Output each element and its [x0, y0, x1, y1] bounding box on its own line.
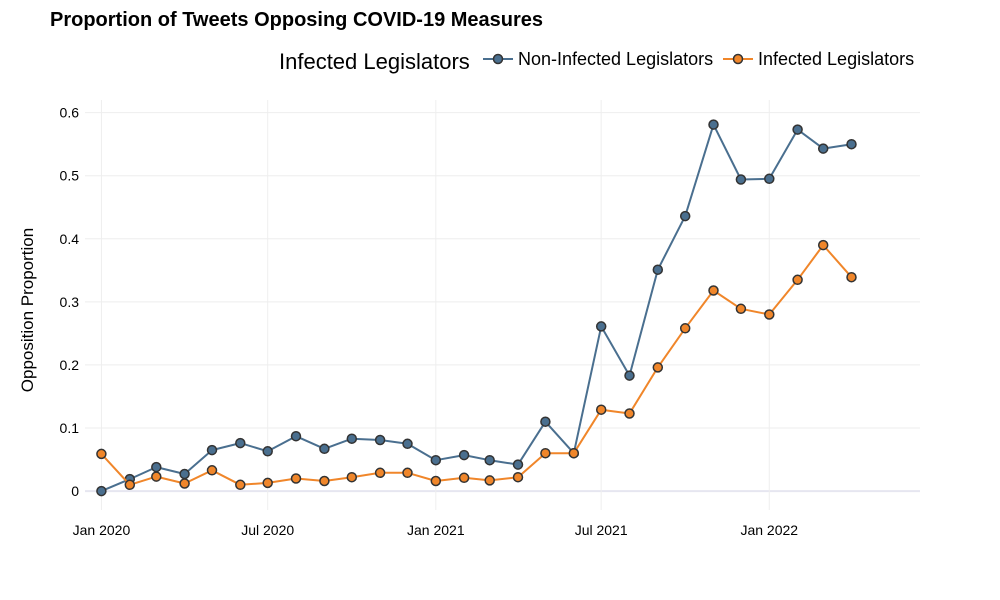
- y-tick-label: 0.2: [60, 357, 80, 373]
- data-point-non-infected[interactable]: [290, 430, 302, 442]
- chart-title: Proportion of Tweets Opposing COVID-19 M…: [50, 9, 543, 31]
- legend-item-infected[interactable]: Infected Legislators: [723, 49, 914, 69]
- data-point-infected[interactable]: [652, 362, 664, 373]
- data-point-infected[interactable]: [595, 404, 607, 415]
- data-point-non-infected[interactable]: [151, 461, 162, 473]
- data-point-infected[interactable]: [319, 475, 330, 487]
- legend-marker-non-infected: [492, 53, 504, 65]
- data-point-non-infected[interactable]: [540, 416, 551, 427]
- y-tick-label: 0.4: [60, 231, 80, 247]
- data-point-infected[interactable]: [484, 475, 495, 486]
- y-tick-label: 0.6: [60, 105, 80, 121]
- legend-item-non-infected[interactable]: Non-Infected Legislators: [483, 49, 713, 69]
- data-point-non-infected[interactable]: [652, 264, 664, 275]
- data-point-non-infected[interactable]: [319, 443, 330, 455]
- data-point-non-infected[interactable]: [792, 124, 803, 135]
- data-point-infected[interactable]: [817, 239, 829, 251]
- data-point-non-infected[interactable]: [679, 210, 691, 222]
- data-point-non-infected[interactable]: [512, 459, 524, 470]
- data-point-non-infected[interactable]: [96, 485, 107, 497]
- data-point-infected[interactable]: [512, 471, 524, 483]
- legend: Infected Legislators Non-Infected Legisl…: [279, 49, 914, 74]
- axes: 0 0.1 0.2 0.3 0.4 0.5 0.6 Jan 2020 Jul 2020 Jan 2…: [60, 105, 799, 538]
- data-point-non-infected[interactable]: [595, 321, 607, 332]
- y-tick-label: 0.5: [60, 168, 80, 184]
- data-point-infected[interactable]: [346, 471, 358, 483]
- data-point-infected[interactable]: [96, 448, 107, 460]
- data-point-infected[interactable]: [124, 479, 136, 491]
- data-point-infected[interactable]: [151, 471, 162, 482]
- series-infected: [96, 239, 857, 491]
- data-point-non-infected[interactable]: [235, 437, 246, 449]
- data-point-infected[interactable]: [458, 472, 470, 484]
- data-point-infected[interactable]: [290, 473, 302, 484]
- data-point-infected[interactable]: [235, 479, 246, 491]
- x-tick-label: Jan 2020: [73, 522, 131, 538]
- data-point-infected[interactable]: [540, 447, 551, 459]
- x-tick-label: Jul 2021: [575, 522, 628, 538]
- data-point-infected[interactable]: [846, 271, 857, 283]
- data-point-infected[interactable]: [374, 467, 386, 479]
- legend-label-infected: Infected Legislators: [758, 49, 914, 69]
- data-point-infected[interactable]: [792, 274, 803, 286]
- legend-marker-infected: [732, 53, 744, 65]
- gridlines: [85, 100, 920, 510]
- data-point-non-infected[interactable]: [458, 449, 470, 461]
- y-tick-label: 0: [71, 483, 79, 499]
- x-tick-label: Jan 2022: [740, 522, 798, 538]
- data-point-non-infected[interactable]: [735, 174, 747, 185]
- data-point-non-infected[interactable]: [262, 446, 273, 457]
- y-axis-title: Opposition Proportion: [18, 228, 37, 392]
- data-point-infected[interactable]: [430, 475, 442, 487]
- data-point-non-infected[interactable]: [817, 143, 829, 154]
- y-tick-label: 0.3: [60, 294, 80, 310]
- data-point-infected[interactable]: [402, 467, 413, 479]
- plot-area: [96, 119, 857, 497]
- data-point-infected[interactable]: [206, 465, 218, 476]
- data-point-infected[interactable]: [624, 408, 635, 419]
- legend-label-non-infected: Non-Infected Legislators: [518, 49, 713, 69]
- legend-title: Infected Legislators: [279, 49, 470, 74]
- data-point-non-infected[interactable]: [430, 454, 442, 466]
- x-tick-label: Jul 2020: [241, 522, 294, 538]
- data-point-infected[interactable]: [568, 447, 580, 459]
- data-point-non-infected[interactable]: [764, 173, 775, 185]
- data-point-infected[interactable]: [764, 309, 775, 320]
- data-point-non-infected[interactable]: [179, 468, 190, 480]
- series-line-non-infected: [101, 123, 852, 493]
- data-point-non-infected[interactable]: [206, 444, 218, 456]
- data-point-non-infected[interactable]: [624, 370, 635, 381]
- data-point-non-infected[interactable]: [346, 433, 358, 444]
- series-non-infected: [96, 119, 857, 497]
- y-tick-label: 0.1: [60, 420, 80, 436]
- x-tick-label: Jan 2021: [407, 522, 465, 538]
- series-line-infected: [100, 244, 853, 486]
- data-point-non-infected[interactable]: [846, 138, 857, 150]
- data-point-non-infected[interactable]: [402, 438, 413, 450]
- data-point-non-infected[interactable]: [374, 434, 386, 446]
- data-point-infected[interactable]: [179, 478, 190, 489]
- data-point-non-infected[interactable]: [484, 454, 495, 466]
- data-point-infected[interactable]: [262, 477, 273, 489]
- data-point-infected[interactable]: [735, 303, 747, 315]
- data-point-infected[interactable]: [679, 323, 691, 334]
- data-point-non-infected[interactable]: [708, 119, 719, 130]
- data-point-infected[interactable]: [708, 285, 719, 296]
